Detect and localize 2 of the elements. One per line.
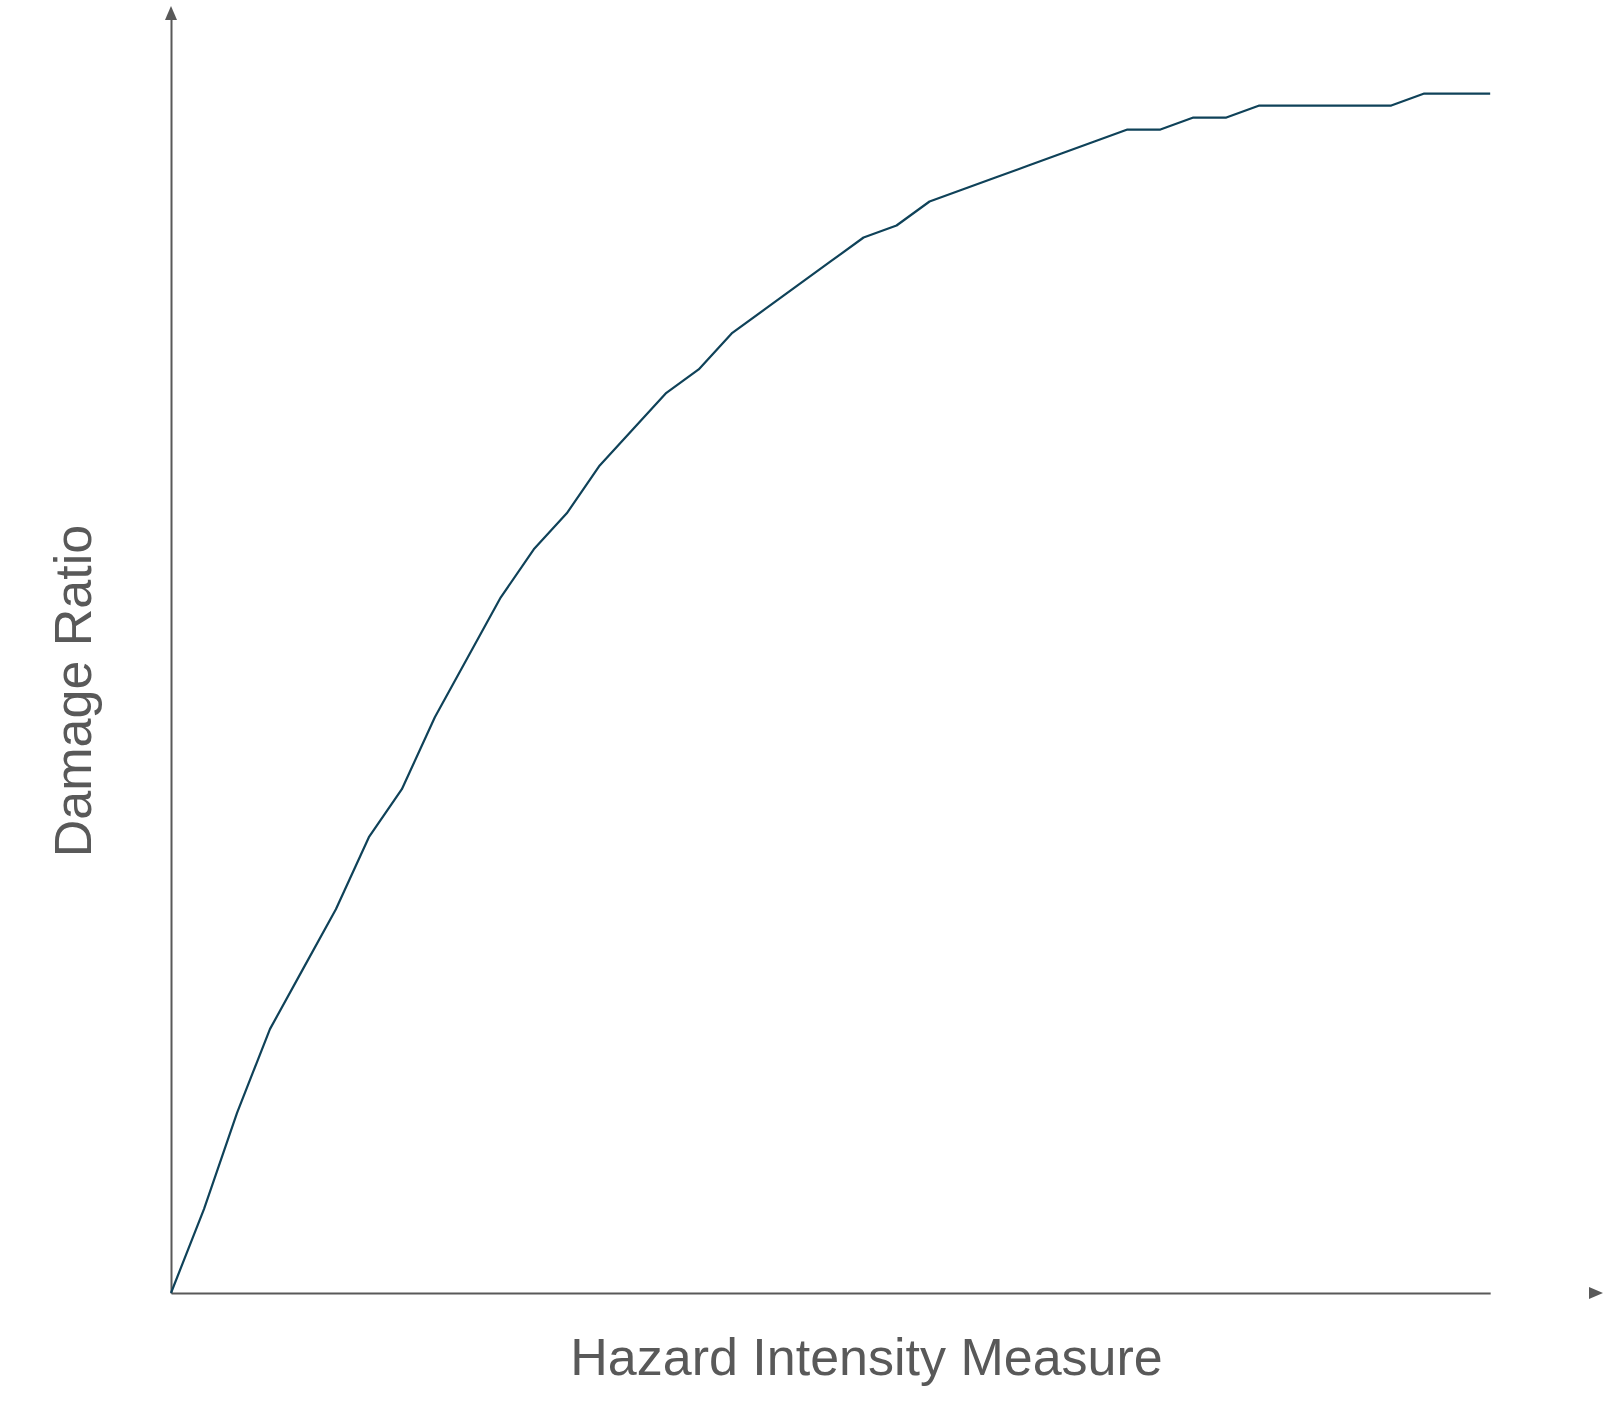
x-axis-title: Hazard Intensity Measure xyxy=(570,1327,1163,1386)
y-axis-title: Damage Ratio xyxy=(43,524,102,858)
